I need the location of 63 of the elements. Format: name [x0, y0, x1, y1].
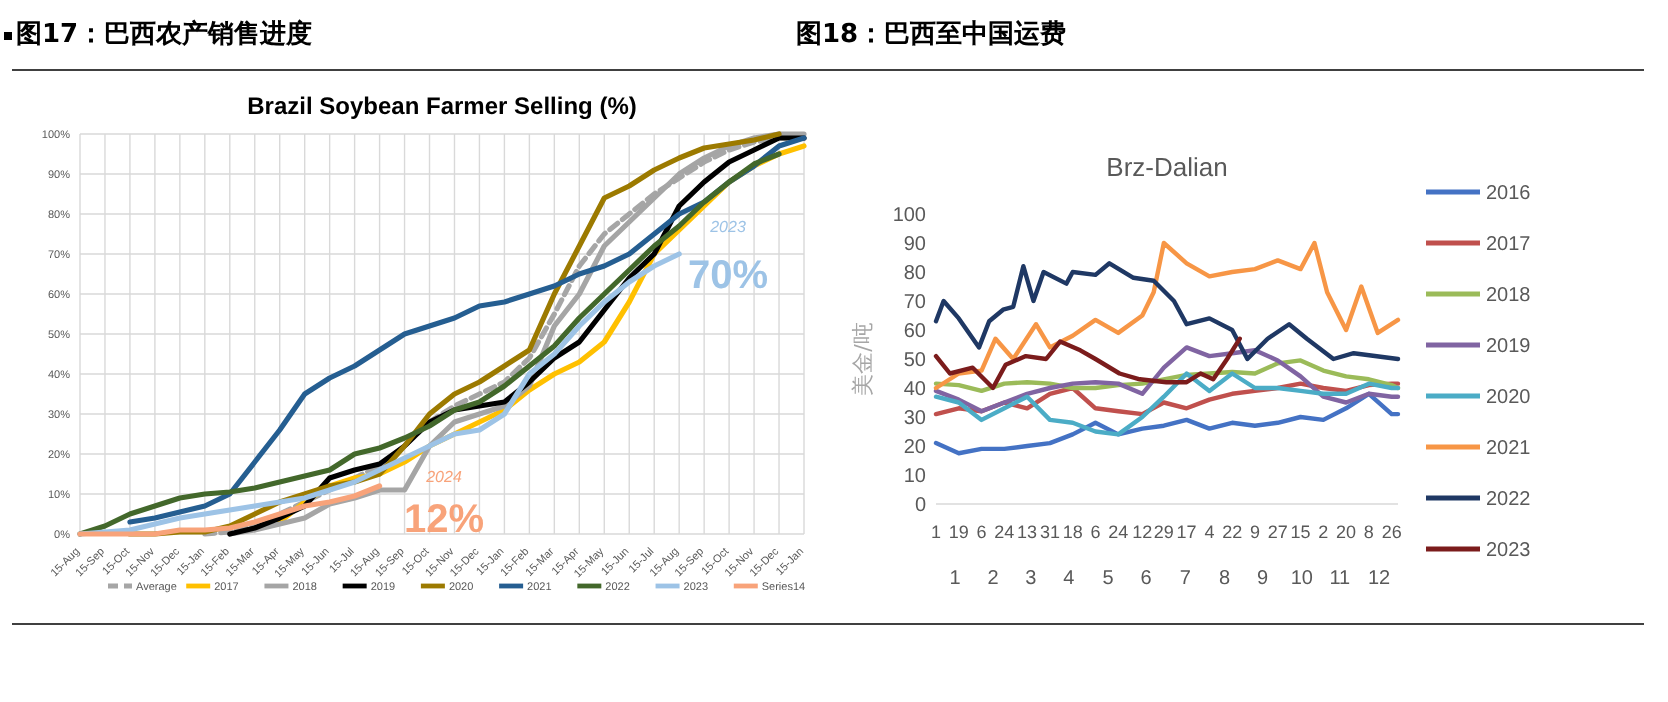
chart-title: Brazil Soybean Farmer Selling (%) — [247, 92, 637, 120]
legend-label: 2022 — [1486, 489, 1532, 511]
y-tick-label: 30 — [903, 408, 927, 430]
x2-tick-label: 11 — [1329, 568, 1352, 590]
y-tick-label: 40 — [903, 379, 927, 401]
line-series — [933, 336, 1242, 391]
legend-label: 2018 — [1486, 285, 1532, 307]
x-tick-label: 27 — [1267, 522, 1288, 542]
x-tick-label: 22 — [1222, 522, 1243, 542]
x-tick-label: 31 — [1039, 522, 1060, 542]
y-tick-label: 90 — [903, 234, 927, 256]
x-tick-label: 29 — [1153, 522, 1174, 542]
line-series — [933, 391, 1401, 456]
y-tick-label: 100 — [892, 205, 927, 227]
line-series — [933, 345, 1401, 414]
annotation: 70% — [687, 254, 769, 298]
y-tick-label: 20 — [903, 437, 927, 459]
x2-tick-label: 5 — [1102, 568, 1115, 590]
x-tick-label: 15 — [1290, 522, 1311, 542]
x-tick-label: 2 — [1318, 522, 1329, 542]
legend-label: 2020 — [1486, 387, 1532, 409]
x-tick-label: 4 — [1204, 522, 1215, 542]
legend-label: 2016 — [1486, 183, 1532, 205]
x2-tick-label: 3 — [1025, 568, 1038, 590]
x-tick-label: 6 — [1090, 522, 1101, 542]
x-tick-label: 18 — [1062, 522, 1083, 542]
line-series — [933, 371, 1401, 437]
x-tick-label: 13 — [1017, 522, 1038, 542]
x-tick-label: 26 — [1381, 522, 1402, 542]
legend-label: 2017 — [1486, 234, 1532, 256]
chart-subtitle: 图18：巴西至中国运费 — [796, 18, 1067, 50]
legend-label: 2023 — [1486, 540, 1532, 562]
annotation: 12% — [403, 498, 485, 542]
y-tick-label: 70 — [903, 292, 927, 314]
line-series — [77, 483, 383, 537]
y-tick-label: 60 — [903, 321, 927, 343]
x-tick-label: 12 — [1132, 522, 1153, 542]
x-tick-label: 6 — [976, 522, 987, 542]
line-series — [933, 358, 1401, 394]
legend-label: 2019 — [1486, 336, 1532, 358]
x2-tick-label: 10 — [1290, 568, 1314, 590]
x-tick-label: 17 — [1176, 522, 1197, 542]
x-tick-label: 1 — [930, 522, 942, 542]
y-tick-label: 10 — [903, 466, 927, 488]
x-tick-label: 19 — [948, 522, 969, 542]
y-tick-label: 80 — [903, 263, 927, 285]
line-series — [933, 261, 1401, 362]
annotation: 2023 — [708, 218, 747, 236]
y-tick-label: 0 — [914, 495, 927, 517]
legend-label: 2021 — [1486, 438, 1532, 460]
x-tick-label: 8 — [1363, 522, 1374, 542]
x-tick-label: 9 — [1249, 522, 1260, 542]
chart-title: Brz-Dalian — [1106, 152, 1228, 182]
chart-subtitle: 图17：巴西农产销售进度 — [16, 18, 313, 50]
annotation: 2024 — [424, 468, 463, 486]
x2-tick-label: 7 — [1179, 568, 1192, 590]
x-tick-label: 20 — [1336, 522, 1357, 542]
line-series — [933, 381, 1401, 417]
x-tick-label: 24 — [1108, 522, 1129, 542]
y-axis-title: 美金/吨 — [850, 322, 876, 396]
y-tick-label: 50 — [903, 350, 927, 372]
x-tick-label: 24 — [994, 522, 1015, 542]
line-series — [933, 240, 1401, 391]
